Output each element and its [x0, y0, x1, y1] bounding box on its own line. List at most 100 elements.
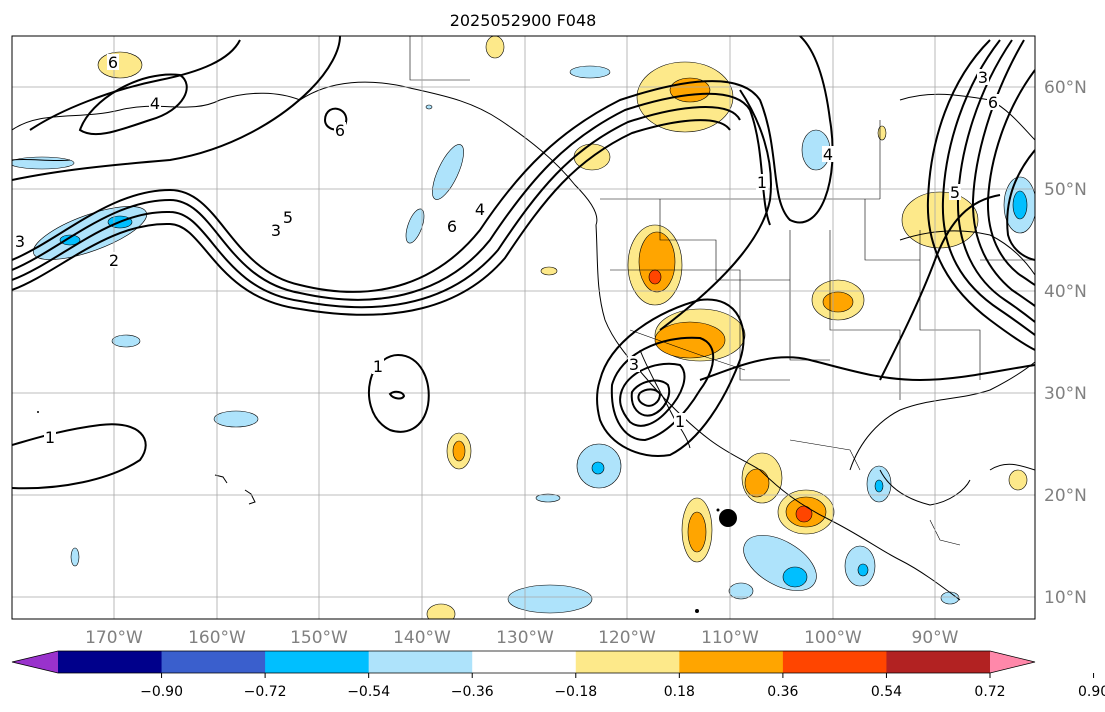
contour-line	[619, 362, 686, 427]
contour-label: 6	[447, 217, 457, 236]
contour-label-background	[949, 184, 961, 200]
contour-label-background	[987, 94, 999, 110]
contour-line	[699, 356, 1035, 382]
coastline	[12, 92, 301, 131]
colorbar-tick-label: 0.90	[1078, 684, 1105, 700]
colorbar: −0.90 −0.72 −0.54 −0.36 −0.18 0.18 0.36 0.54 0.7…	[11, 650, 1105, 700]
border	[829, 230, 901, 400]
contour-label-background	[14, 233, 26, 249]
latitude-labels: 60°N 50°N 40°N 30°N 20°N 10°N	[1044, 78, 1087, 608]
colorbar-tick-label: −0.36	[451, 684, 494, 700]
contour-line	[12, 92, 771, 301]
contour-label: 1	[373, 357, 383, 376]
contour-label-background	[334, 122, 346, 138]
border	[789, 439, 861, 471]
contour-label: 6	[988, 93, 998, 112]
negative-anomaly	[728, 582, 754, 600]
negative-anomaly	[591, 461, 605, 475]
negative-anomaly	[12, 156, 75, 170]
positive-anomaly	[822, 291, 854, 313]
colorbar-tick-label: −0.18	[554, 684, 597, 700]
lon-label: 90°W	[912, 628, 959, 648]
contour-line	[12, 36, 341, 181]
positive-anomaly	[687, 511, 707, 553]
colorbar-segment	[679, 651, 784, 673]
contour-label-background	[756, 174, 768, 190]
positive-anomaly	[648, 269, 662, 285]
map-frame	[11, 35, 1036, 620]
contour-line	[388, 390, 406, 400]
contour-line	[630, 379, 671, 417]
contour-line	[879, 194, 1001, 381]
lon-label: 140°W	[393, 628, 451, 648]
contour-line	[78, 73, 188, 136]
lat-label: 60°N	[1044, 78, 1087, 98]
negative-anomaly	[432, 144, 464, 200]
colorbar-extend-max	[990, 651, 1035, 673]
contour-lines	[12, 36, 1035, 490]
contour-label: 1	[45, 428, 55, 447]
coastline	[12, 158, 71, 162]
lat-label: 40°N	[1044, 282, 1087, 302]
contour-line	[596, 298, 745, 457]
contour-label: 3	[978, 68, 988, 87]
contour-line	[299, 119, 731, 316]
colorbar-outline	[11, 650, 1036, 674]
negative-anomaly	[940, 591, 960, 605]
positive-anomaly	[901, 191, 979, 249]
contour-line	[956, 39, 1035, 323]
colorbar-tick-label: 0.54	[871, 684, 902, 700]
lon-label: 130°W	[496, 628, 554, 648]
island-dot	[695, 609, 699, 613]
positive-anomaly	[795, 505, 813, 523]
positive-anomaly	[452, 440, 466, 462]
coastlines	[12, 81, 1035, 601]
border	[919, 230, 981, 380]
contour-label: 5	[950, 183, 960, 202]
contour-label: 6	[335, 121, 345, 140]
colorbar-tick-label: 0.36	[767, 684, 798, 700]
contour-label: 3	[15, 232, 25, 251]
colorbar-tick-label: −0.72	[244, 684, 287, 700]
colorbar-tick-label: 0.72	[974, 684, 1005, 700]
border	[409, 36, 470, 81]
contour-label-background	[108, 252, 120, 268]
contour-label: 4	[823, 145, 833, 164]
negative-anomaly	[507, 584, 593, 614]
border	[864, 199, 920, 261]
negative-anomaly	[535, 493, 561, 503]
contour-line	[610, 336, 715, 442]
lat-label: 30°N	[1044, 384, 1087, 404]
positive-anomaly	[540, 266, 558, 276]
positive-anomaly	[1008, 469, 1028, 491]
negative-anomaly	[111, 334, 141, 348]
colorbar-segment	[472, 651, 577, 673]
colorbar-tick-label: −0.90	[140, 684, 183, 700]
contour-label: 5	[283, 208, 293, 227]
border	[659, 199, 790, 281]
lat-label: 20°N	[1044, 486, 1087, 506]
colorbar-segment	[368, 651, 473, 673]
contour-line	[323, 107, 348, 131]
contour-label-background	[446, 218, 458, 234]
colorbar-tick-label: 0.18	[664, 684, 695, 700]
gridlines	[12, 36, 1035, 619]
colorbar-segment	[161, 651, 266, 673]
contour-label: 4	[150, 94, 160, 113]
contour-label-background	[149, 95, 161, 111]
contour-label: 1	[675, 412, 685, 431]
contour-label-background	[270, 222, 282, 238]
map-background	[12, 36, 1035, 619]
lon-label: 120°W	[598, 628, 656, 648]
coastline	[989, 463, 1035, 471]
negative-anomaly	[569, 65, 611, 79]
contour-label-background	[107, 54, 119, 70]
lat-label: 10°N	[1044, 588, 1087, 608]
contour-line	[637, 388, 662, 407]
island-dot	[716, 508, 720, 512]
negative-anomaly	[59, 234, 81, 246]
border	[610, 269, 790, 381]
positive-anomaly	[485, 36, 505, 59]
